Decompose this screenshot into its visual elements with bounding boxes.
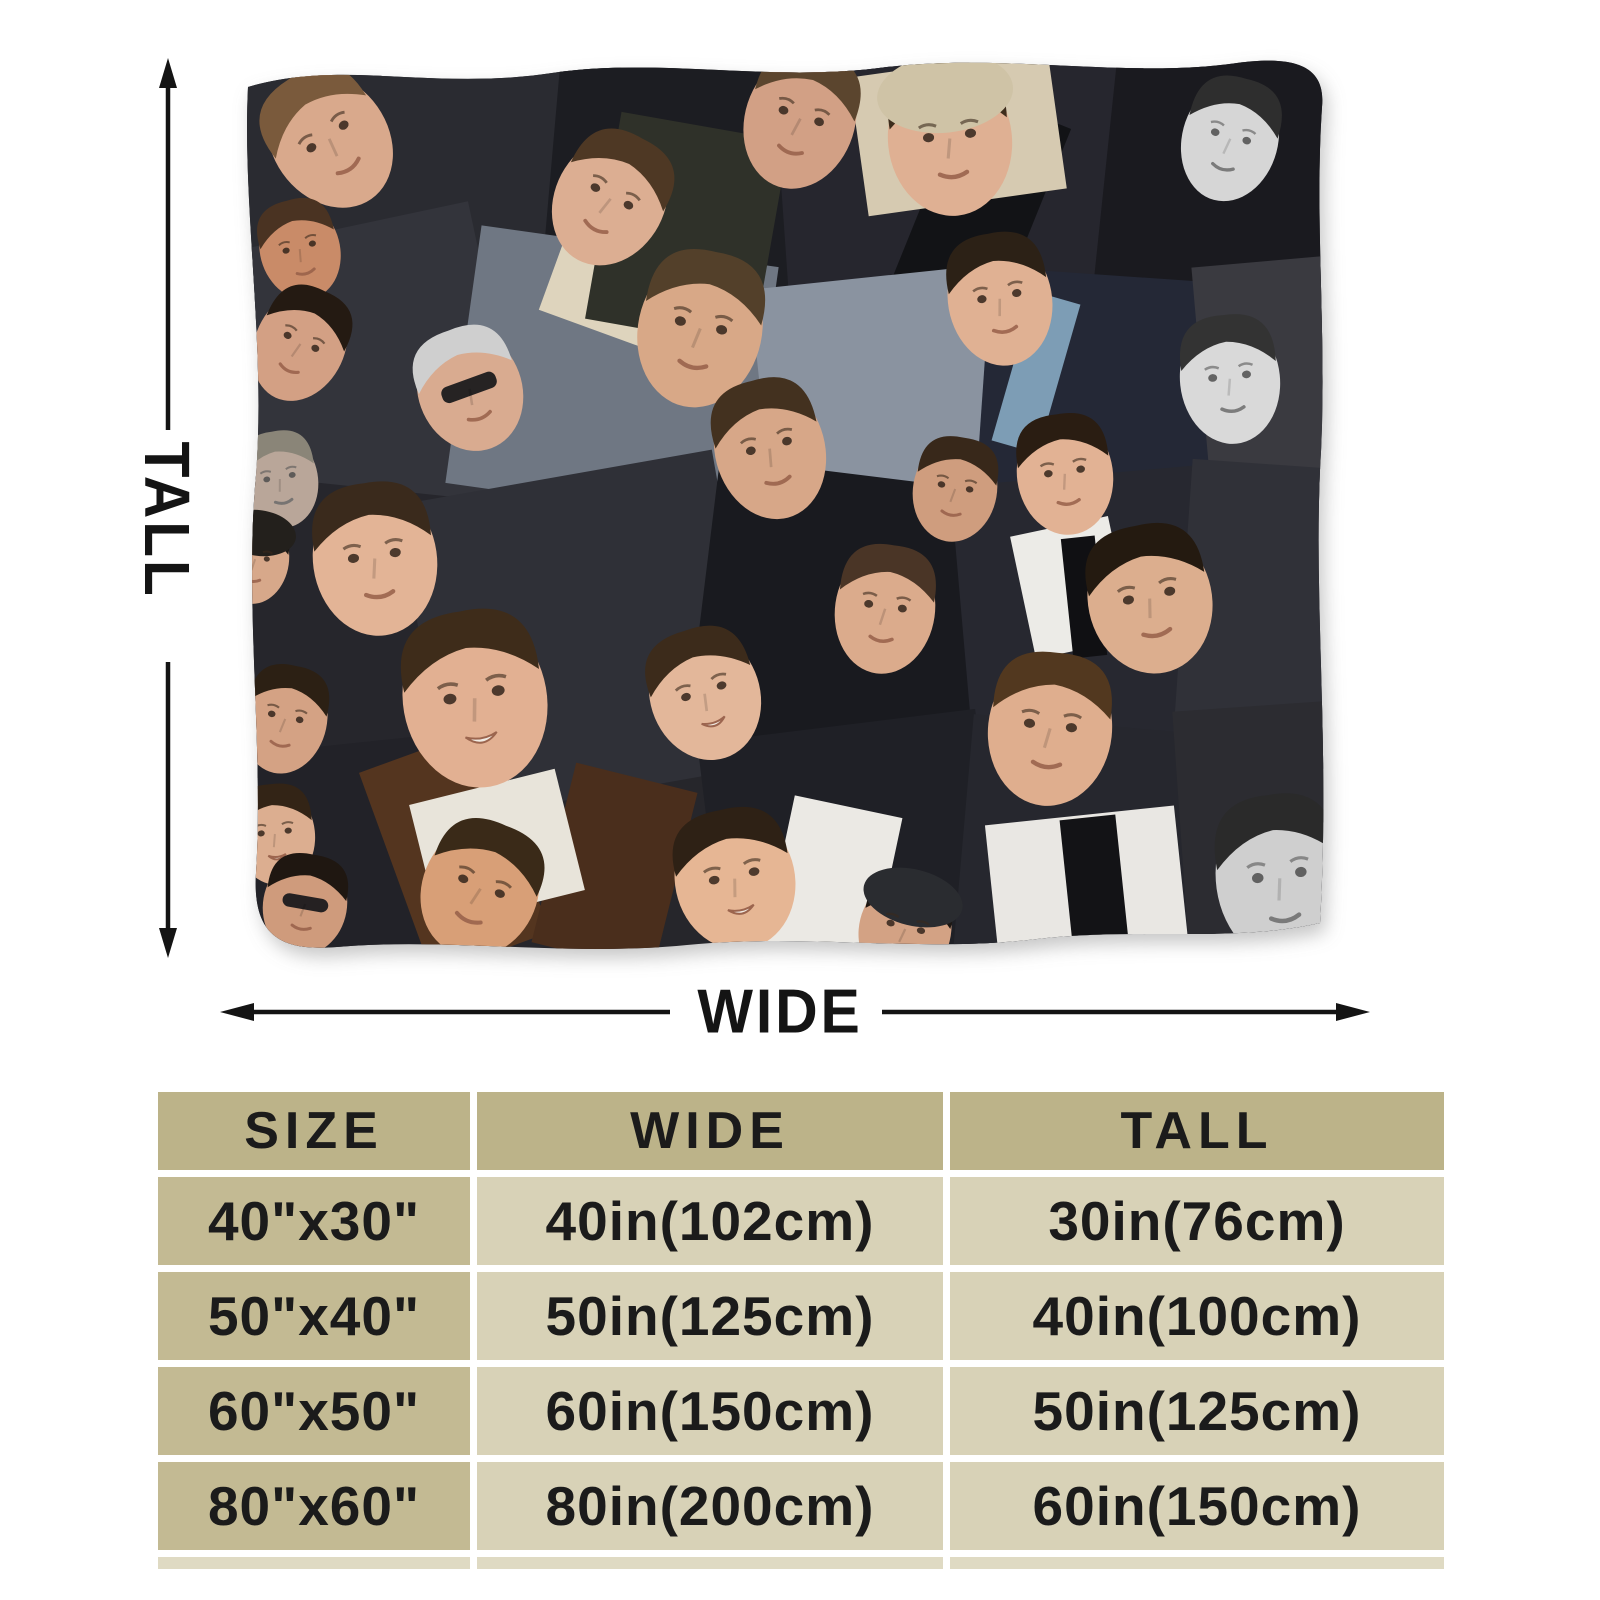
collage-face (551, 128, 675, 266)
collage-face (877, 60, 1014, 216)
tall-dimension-label: TALL (131, 441, 203, 599)
size-chart-partial-cell (158, 1557, 470, 1569)
size-chart-header-cell: TALL (950, 1092, 1444, 1170)
size-chart-cell: 50"x40" (158, 1272, 470, 1360)
collage-face (645, 625, 762, 761)
collage-face (262, 853, 349, 949)
size-chart-cell: 60in(150cm) (950, 1462, 1444, 1550)
size-chart-cell: 80in(200cm) (477, 1462, 943, 1550)
tall-arrow-icon (159, 58, 177, 958)
collage-face (834, 544, 936, 674)
collage-face (252, 284, 353, 401)
collage-face (1085, 522, 1213, 674)
size-chart-cell: 50in(125cm) (950, 1367, 1444, 1455)
wide-arrow-icon (220, 1003, 1370, 1021)
collage-patch (991, 291, 1081, 454)
collage-face (637, 248, 766, 408)
collage-face (946, 231, 1053, 366)
size-chart-partial-cell (950, 1557, 1444, 1569)
collage-face (257, 197, 341, 300)
collage-face (858, 867, 963, 949)
collage-face (259, 65, 393, 208)
collage-face (987, 651, 1113, 806)
size-chart-table: SIZE WIDE TALL 40"x30" 40in(102cm) 30in(76cm)… (158, 1092, 1444, 1569)
collage-face (1214, 793, 1324, 949)
size-chart-cell: 40in(102cm) (477, 1177, 943, 1265)
size-chart-cell: 60in(150cm) (477, 1367, 943, 1455)
wide-dimension-label: WIDE (697, 977, 863, 1047)
collage-face (400, 608, 548, 788)
arrow-left-icon (220, 1003, 254, 1021)
collage-face (420, 818, 545, 949)
blanket-collage (247, 60, 1324, 949)
collage-face (312, 481, 438, 636)
size-chart-cell: 40"x30" (158, 1177, 470, 1265)
size-chart-cell: 30in(76cm) (950, 1177, 1444, 1265)
size-chart-cell: 80"x60" (158, 1462, 470, 1550)
arrow-down-icon (159, 928, 177, 958)
collage-patch (1059, 814, 1131, 949)
arrow-right-icon (1336, 1003, 1370, 1021)
collage-patch (1171, 458, 1324, 772)
collage-face (1180, 75, 1282, 202)
collage-face (912, 436, 999, 542)
collage-face (247, 430, 319, 528)
arrow-up-icon (159, 58, 177, 88)
collage-face (1179, 314, 1281, 444)
collage-face (710, 377, 827, 520)
size-chart-header-cell: WIDE (477, 1092, 943, 1170)
collage-face (247, 663, 330, 774)
size-chart-cell: 60"x50" (158, 1367, 470, 1455)
size-chart-partial-cell (477, 1557, 943, 1569)
collage-face (1016, 413, 1114, 535)
collage-patch (531, 762, 698, 949)
size-chart-cell: 50in(125cm) (477, 1272, 943, 1360)
size-chart-header-cell: SIZE (158, 1092, 470, 1170)
size-chart-cell: 40in(100cm) (950, 1272, 1444, 1360)
collage-face (412, 324, 524, 451)
collage-face (672, 806, 796, 949)
